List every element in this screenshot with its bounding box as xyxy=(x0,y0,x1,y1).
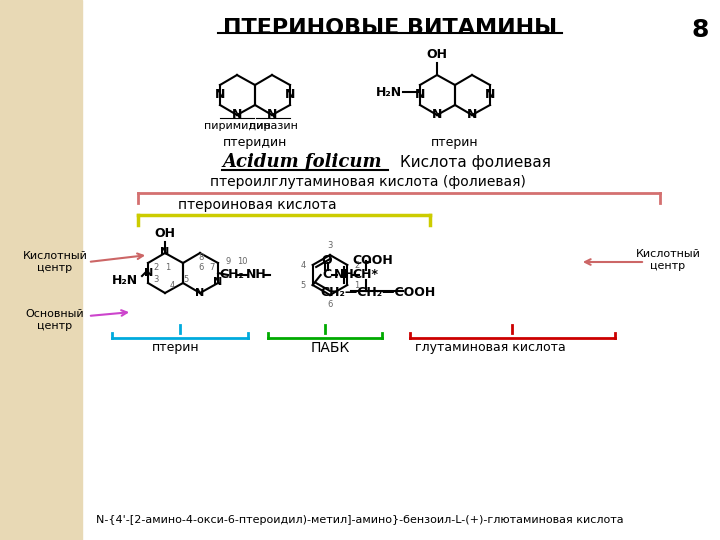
Text: 5: 5 xyxy=(184,275,189,285)
Text: N: N xyxy=(161,247,170,257)
Text: COOH: COOH xyxy=(352,253,393,267)
Text: пиримидин: пиримидин xyxy=(204,121,270,131)
Text: O: O xyxy=(321,254,332,267)
Text: 5: 5 xyxy=(301,280,306,289)
Text: 2: 2 xyxy=(354,260,359,269)
Text: OH: OH xyxy=(426,48,448,61)
Text: Кислотный
центр: Кислотный центр xyxy=(636,249,701,271)
Text: N: N xyxy=(415,89,426,102)
Text: 10: 10 xyxy=(237,258,247,267)
Text: N: N xyxy=(232,107,242,120)
Text: 1: 1 xyxy=(354,280,359,289)
Text: CH*: CH* xyxy=(353,268,379,281)
Text: 9: 9 xyxy=(225,258,230,267)
Text: птероилглутаминовая кислота (фолиевая): птероилглутаминовая кислота (фолиевая) xyxy=(210,175,526,189)
Text: 6: 6 xyxy=(198,264,204,273)
Text: Acidum folicum: Acidum folicum xyxy=(222,153,382,171)
Text: птерин: птерин xyxy=(152,341,200,354)
Text: 7: 7 xyxy=(210,264,215,273)
Text: 3: 3 xyxy=(328,241,333,250)
Text: H₂N: H₂N xyxy=(376,85,402,98)
Text: 1: 1 xyxy=(166,264,171,273)
Text: C: C xyxy=(322,268,331,281)
Text: птеридин: птеридин xyxy=(222,136,287,149)
Text: CH₂: CH₂ xyxy=(220,268,244,281)
Text: NH: NH xyxy=(246,268,266,281)
Text: ПТЕРИНОВЫЕ ВИТАМИНЫ: ПТЕРИНОВЫЕ ВИТАМИНЫ xyxy=(223,18,557,38)
Text: птероиновая кислота: птероиновая кислота xyxy=(178,198,337,212)
Text: OH: OH xyxy=(155,227,176,240)
Text: 6: 6 xyxy=(328,300,333,309)
Text: N: N xyxy=(485,89,495,102)
Text: N: N xyxy=(215,89,225,102)
Text: N: N xyxy=(195,288,204,298)
Text: N: N xyxy=(145,268,153,278)
Text: глутаминовая кислота: глутаминовая кислота xyxy=(415,341,565,354)
Text: Кислотный
центр: Кислотный центр xyxy=(22,251,87,273)
Text: NH: NH xyxy=(334,268,355,281)
Text: птерин: птерин xyxy=(431,136,479,149)
Text: N: N xyxy=(467,107,477,120)
Text: Кислота фолиевая: Кислота фолиевая xyxy=(400,154,551,170)
Text: 8: 8 xyxy=(691,18,708,42)
Text: N: N xyxy=(432,107,442,120)
Text: 3: 3 xyxy=(153,275,158,285)
Text: 8: 8 xyxy=(198,253,204,262)
Text: N-{4'-[2-амино-4-окси-6-птероидил)-метил]-амино}-бензоил-L-(+)-глютаминовая кисл: N-{4'-[2-амино-4-окси-6-птероидил)-метил… xyxy=(96,515,624,525)
Bar xyxy=(0,0,82,540)
Text: H₂N: H₂N xyxy=(112,273,138,287)
Text: ПАБК: ПАБК xyxy=(310,341,350,355)
Text: 4: 4 xyxy=(301,260,306,269)
Text: 4: 4 xyxy=(169,280,175,289)
Text: N: N xyxy=(285,89,295,102)
Text: пиразин: пиразин xyxy=(248,121,297,131)
Text: 2: 2 xyxy=(153,264,158,273)
Text: CH₂—CH₂—COOH: CH₂—CH₂—COOH xyxy=(320,287,436,300)
Text: N: N xyxy=(267,107,277,120)
Text: Основный
центр: Основный центр xyxy=(26,309,84,331)
Text: N: N xyxy=(213,277,222,287)
